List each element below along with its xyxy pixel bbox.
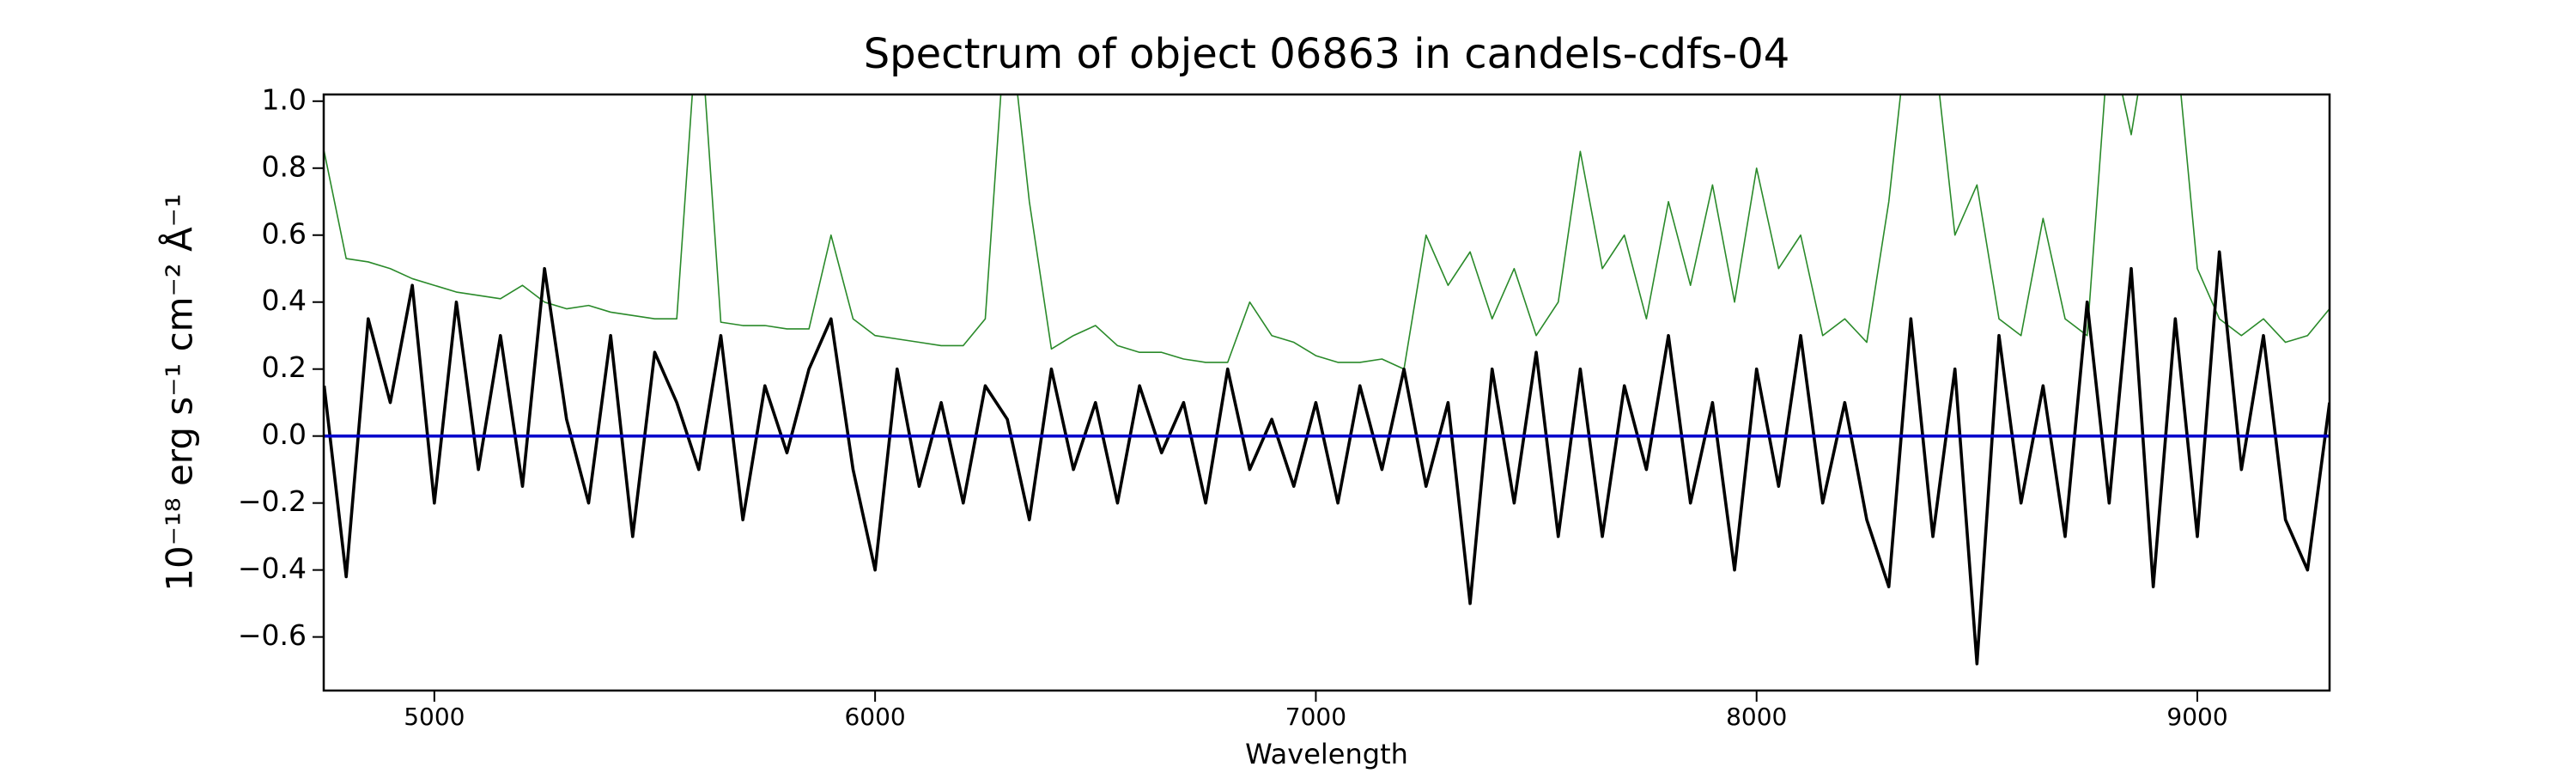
x-axis-label: Wavelength [1245,738,1408,770]
x-tick-label: 8000 [1726,703,1787,731]
y-tick-label: 0.6 [262,216,307,250]
y-tick-label: 1.0 [262,82,307,116]
y-tick-label: 0.2 [262,350,307,384]
x-tick-label: 9000 [2166,703,2227,731]
y-tick-label: 0.4 [262,283,307,317]
spectrum-line [324,94,2330,370]
y-axis-label: 10⁻¹⁸ erg s⁻¹ cm⁻² Å⁻¹ [158,193,201,591]
y-tick-label: 0.8 [262,149,307,183]
y-tick-label: −0.4 [238,551,307,585]
y-tick-label: 0.0 [262,417,307,451]
axes-frame [322,93,2331,692]
y-tick-label: −0.2 [238,484,307,518]
y-tick-label: −0.6 [238,618,307,652]
x-tick-label: 7000 [1285,703,1346,731]
chart-title: Spectrum of object 06863 in candels-cdfs… [864,30,1790,78]
x-tick-label: 6000 [844,703,905,731]
x-tick-label: 5000 [404,703,465,731]
spectrum-line [324,250,2330,666]
plot-area [324,94,2330,666]
